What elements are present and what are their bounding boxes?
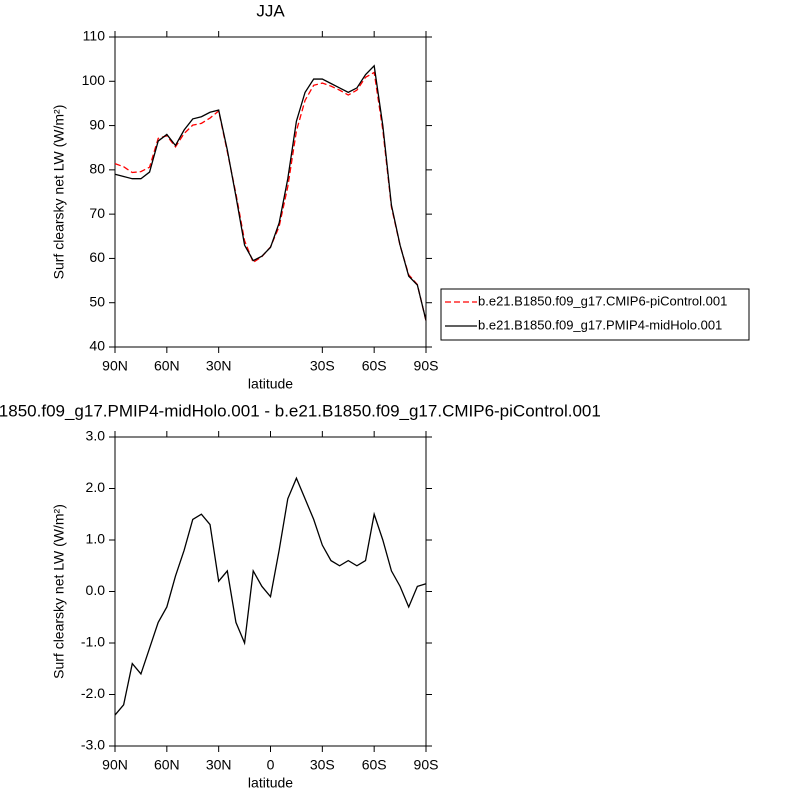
y-tick-label: 110: [83, 28, 106, 44]
x-tick-label: 90S: [414, 757, 439, 773]
x-tick-label: 60N: [154, 358, 180, 374]
x-tick-label: 30S: [310, 757, 335, 773]
data-line: [114, 476, 427, 716]
data-line: [114, 64, 427, 321]
y-tick-label: 0.0: [86, 582, 106, 598]
x-axis-label: latitude: [248, 775, 293, 791]
x-axis-label: latitude: [248, 376, 293, 392]
x-tick-label: 60S: [362, 358, 387, 374]
y-tick-label: 40: [89, 338, 105, 354]
y-tick-label: 70: [89, 205, 105, 221]
y-tick-label: 2.0: [86, 479, 106, 495]
y-tick-label: -1.0: [81, 634, 105, 650]
y-tick-label: 90: [89, 116, 105, 132]
y-tick-label: 1.0: [86, 531, 106, 547]
y-axis-label: Surf clearsky net LW (W/m²): [51, 504, 67, 679]
x-tick-label: 90N: [102, 757, 128, 773]
y-tick-label: 60: [89, 249, 105, 265]
legend-label: b.e21.B1850.f09_g17.PMIP4-midHolo.001: [478, 317, 722, 332]
chart-title: JJA: [256, 1, 285, 20]
y-tick-label: -2.0: [81, 685, 105, 701]
y-tick-label: 50: [89, 293, 105, 309]
x-tick-label: 60N: [154, 757, 180, 773]
legend-label: b.e21.B1850.f09_g17.CMIP6-piControl.001: [478, 293, 727, 308]
x-tick-label: 60S: [362, 757, 387, 773]
y-tick-label: -3.0: [81, 737, 105, 753]
x-tick-label: 30S: [310, 358, 335, 374]
plot-frame: [114, 36, 427, 348]
legend-box: [440, 288, 750, 341]
x-tick-label: 90S: [414, 358, 439, 374]
y-tick-label: 100: [82, 72, 106, 88]
y-axis-label: Surf clearsky net LW (W/m²): [51, 105, 67, 280]
x-tick-label: 0: [267, 757, 275, 773]
y-tick-label: 3.0: [86, 428, 106, 444]
data-line: [114, 71, 427, 322]
x-tick-label: 30N: [206, 358, 232, 374]
plot-frame: [114, 436, 427, 747]
y-tick-label: 80: [89, 161, 105, 177]
x-tick-label: 90N: [102, 358, 128, 374]
x-tick-label: 30N: [206, 757, 232, 773]
chart-title: b.e21.B1850.f09_g17.PMIP4-midHolo.001 - …: [0, 401, 601, 420]
